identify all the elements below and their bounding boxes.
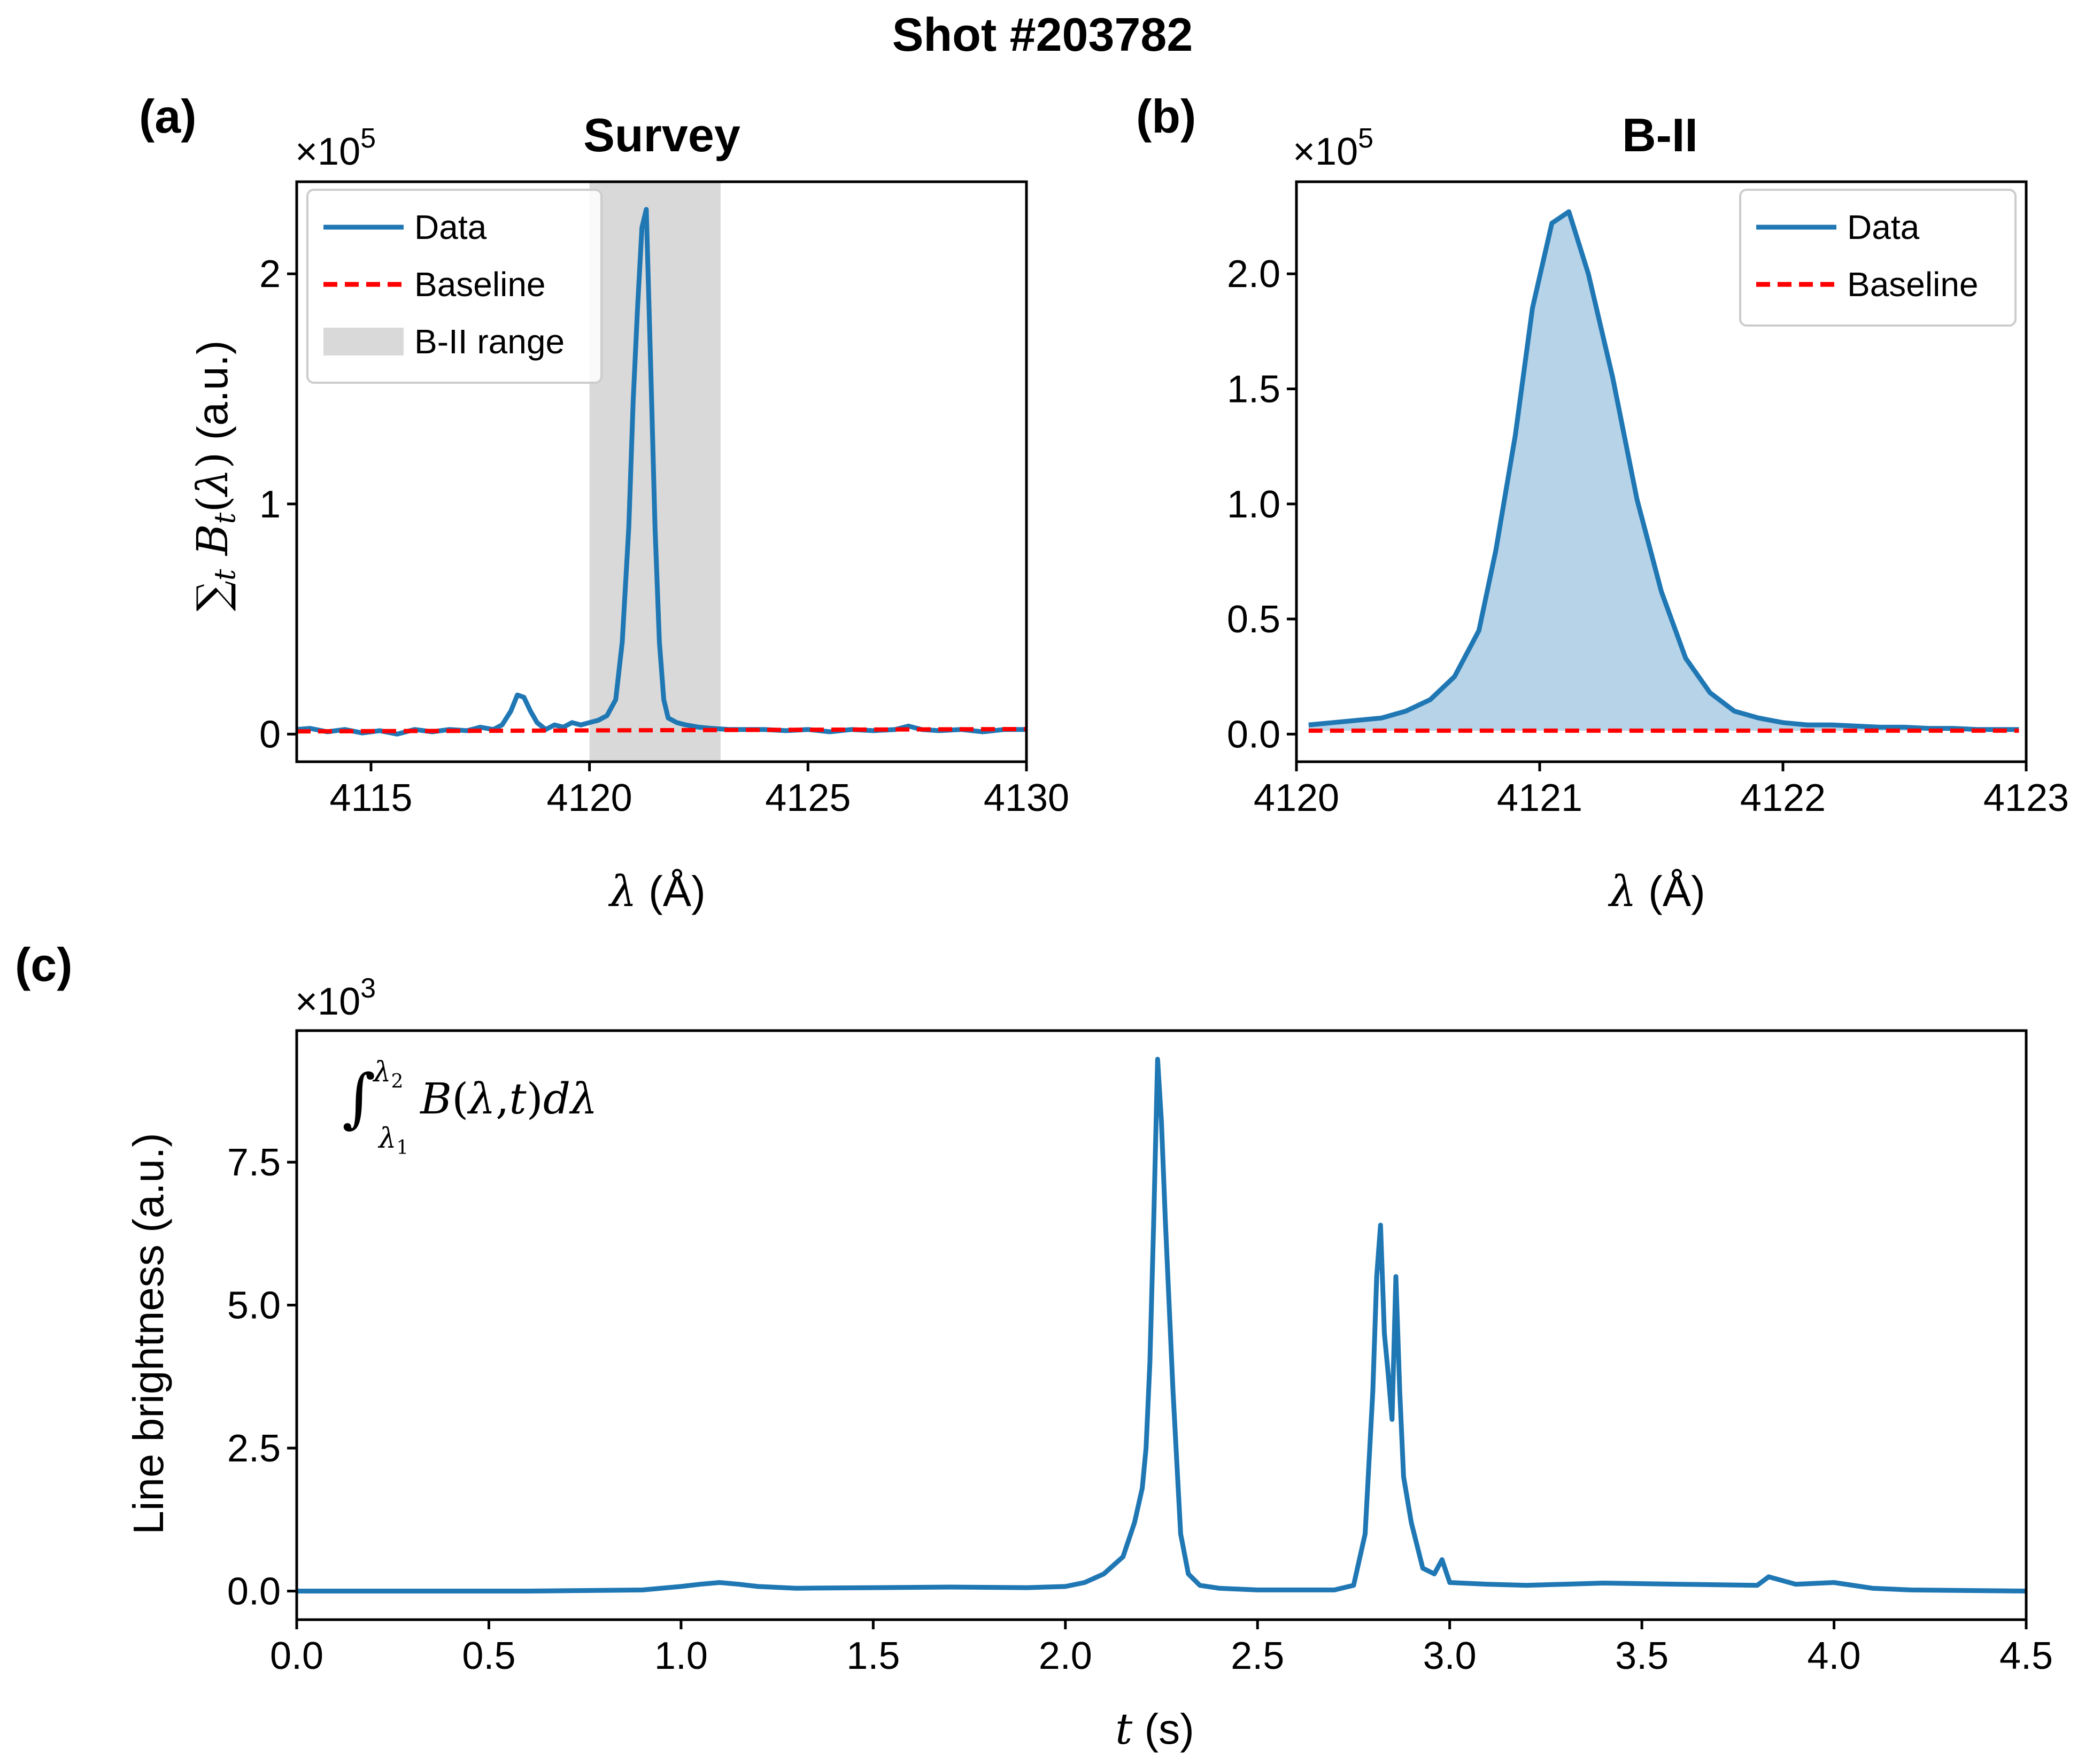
x-tick-label: 4122 <box>1740 777 1826 819</box>
legend-swatch-range <box>323 328 404 355</box>
ylabel-a-sub1: t <box>208 569 242 581</box>
plot-area-a: 4115 4120 4125 4130 0 1 2 Data Baseline B-II rang… <box>259 180 1069 819</box>
x-tick-label: 1.0 <box>654 1635 708 1677</box>
panel-c: (c) ×103 0.0 0.5 1.0 1.5 2.0 2.5 3.0 3.5 4.0 4.50… <box>15 938 2053 1754</box>
xlabel-b-lambda: λ <box>1608 866 1636 916</box>
plot-area-b: 4120 4121 4122 4123 0.0 0.5 1.0 1.5 2.0 Data Basel… <box>1227 180 2069 819</box>
panel-label-b: (b) <box>1136 90 1196 143</box>
legend-label: B-II range <box>414 322 565 361</box>
annotation-integral: ∫λ2 λ1B(λ,t)dλ <box>342 1056 598 1159</box>
y-tick-label: 5.0 <box>227 1285 281 1327</box>
y-tick-label: 0.0 <box>227 1570 281 1613</box>
integral-lower: λ <box>377 1123 396 1155</box>
ylabel-a-lambda: (λ) <box>188 452 237 513</box>
series-line-data <box>297 1057 2026 1593</box>
panel-a: (a) Survey ×105 4115 4120 4125 4130 0 1 2 Data B… <box>139 90 1069 916</box>
x-tick-label: 4130 <box>984 777 1069 819</box>
legend: Data Baseline <box>1739 189 2017 327</box>
x-tick-label: 4.0 <box>1808 1635 1861 1677</box>
x-tick-label: 1.5 <box>846 1635 900 1677</box>
x-tick-label: 0.0 <box>270 1635 323 1677</box>
panel-title-b: B-II <box>1622 109 1698 161</box>
x-tick-label: 2.5 <box>1231 1635 1284 1677</box>
integral-body: B <box>419 1074 452 1124</box>
x-tick-label: 3.0 <box>1423 1635 1477 1677</box>
y-tick-label: 0 <box>259 713 281 756</box>
axes-frame <box>295 180 1028 763</box>
figure-suptitle: Shot #203782 <box>892 8 1193 61</box>
legend-box <box>1739 189 2017 327</box>
y-tick-label: 7.5 <box>227 1141 281 1184</box>
x-tick-label: 0.5 <box>462 1635 515 1677</box>
series-line-data <box>1308 209 2019 732</box>
xlabel-a-lambda: λ <box>608 866 637 916</box>
ylabel-a-unit: (a.u.) <box>189 341 236 452</box>
offset-text-c: ×103 <box>295 973 376 1023</box>
panel-label-a: (a) <box>139 90 197 143</box>
x-tick-label: 4123 <box>1983 777 2069 819</box>
panel-b: (b) B-II ×105 4120 4121 4122 4123 0.0 0.5 1.0 1… <box>1136 90 2069 916</box>
y-tick-label: 0.0 <box>1227 713 1280 756</box>
x-tick-label: 4125 <box>765 777 851 819</box>
xlabel-c-t: t <box>1115 1704 1133 1754</box>
legend-label: Data <box>1847 208 1920 246</box>
ylabel-a: ∑t Bt(λ) (a.u.) <box>188 341 242 612</box>
y-tick-label: 1 <box>259 483 281 526</box>
x-tick-label: 4.5 <box>1999 1635 2053 1677</box>
ylabel-c: Line brightness (a.u.) <box>125 1133 172 1535</box>
integral-upper-sub: 2 <box>391 1071 404 1093</box>
offset-text-a: ×105 <box>295 123 376 173</box>
panel-title-a: Survey <box>583 109 740 161</box>
xlabel-c: t (s) <box>1115 1704 1194 1754</box>
xlabel-a: λ (Å) <box>608 866 706 916</box>
axes-frame <box>1295 180 2028 763</box>
legend-label: Data <box>414 208 487 246</box>
panel-label-c: (c) <box>15 938 73 991</box>
y-tick-label: 0.5 <box>1227 598 1280 641</box>
offset-exp-c: 3 <box>360 973 376 1004</box>
legend-label: Baseline <box>414 265 546 304</box>
x-tick-label: 4120 <box>547 777 632 819</box>
legend: Data Baseline B-II range <box>306 189 603 384</box>
integral-args: (λ,t)dλ <box>452 1074 598 1124</box>
axes-frame <box>295 1029 2028 1621</box>
y-tick-label: 1.5 <box>1227 368 1280 411</box>
integral-lower-sub: 1 <box>396 1137 408 1159</box>
ylabel-a-B: B <box>188 524 237 569</box>
legend-label: Baseline <box>1847 265 1979 304</box>
y-tick-label: 1.0 <box>1227 483 1280 526</box>
offset-exp-b: 5 <box>1358 123 1373 154</box>
x-tick-label: 2.0 <box>1039 1635 1092 1677</box>
integral-sign: ∫ <box>342 1061 376 1135</box>
plot-area-c: 0.0 0.5 1.0 1.5 2.0 2.5 3.0 3.5 4.0 4.5 0.0 2.5 5.0 7… <box>227 1029 2053 1677</box>
y-tick-label: 2.0 <box>1227 253 1280 296</box>
x-tick-label: 4120 <box>1254 777 1339 819</box>
offset-exp-a: 5 <box>360 123 376 154</box>
integral-upper: λ <box>373 1056 391 1088</box>
x-tick-label: 4115 <box>330 777 413 819</box>
xlabel-b: λ (Å) <box>1608 866 1705 916</box>
y-tick-label: 2 <box>259 253 281 296</box>
offset-text-b: ×105 <box>1293 123 1373 173</box>
x-tick-label: 3.5 <box>1615 1635 1669 1677</box>
x-tick-label: 4121 <box>1497 777 1582 819</box>
ylabel-a-sub2: t <box>208 512 242 524</box>
series-line-baseline <box>297 726 1026 734</box>
y-tick-label: 2.5 <box>227 1427 281 1470</box>
